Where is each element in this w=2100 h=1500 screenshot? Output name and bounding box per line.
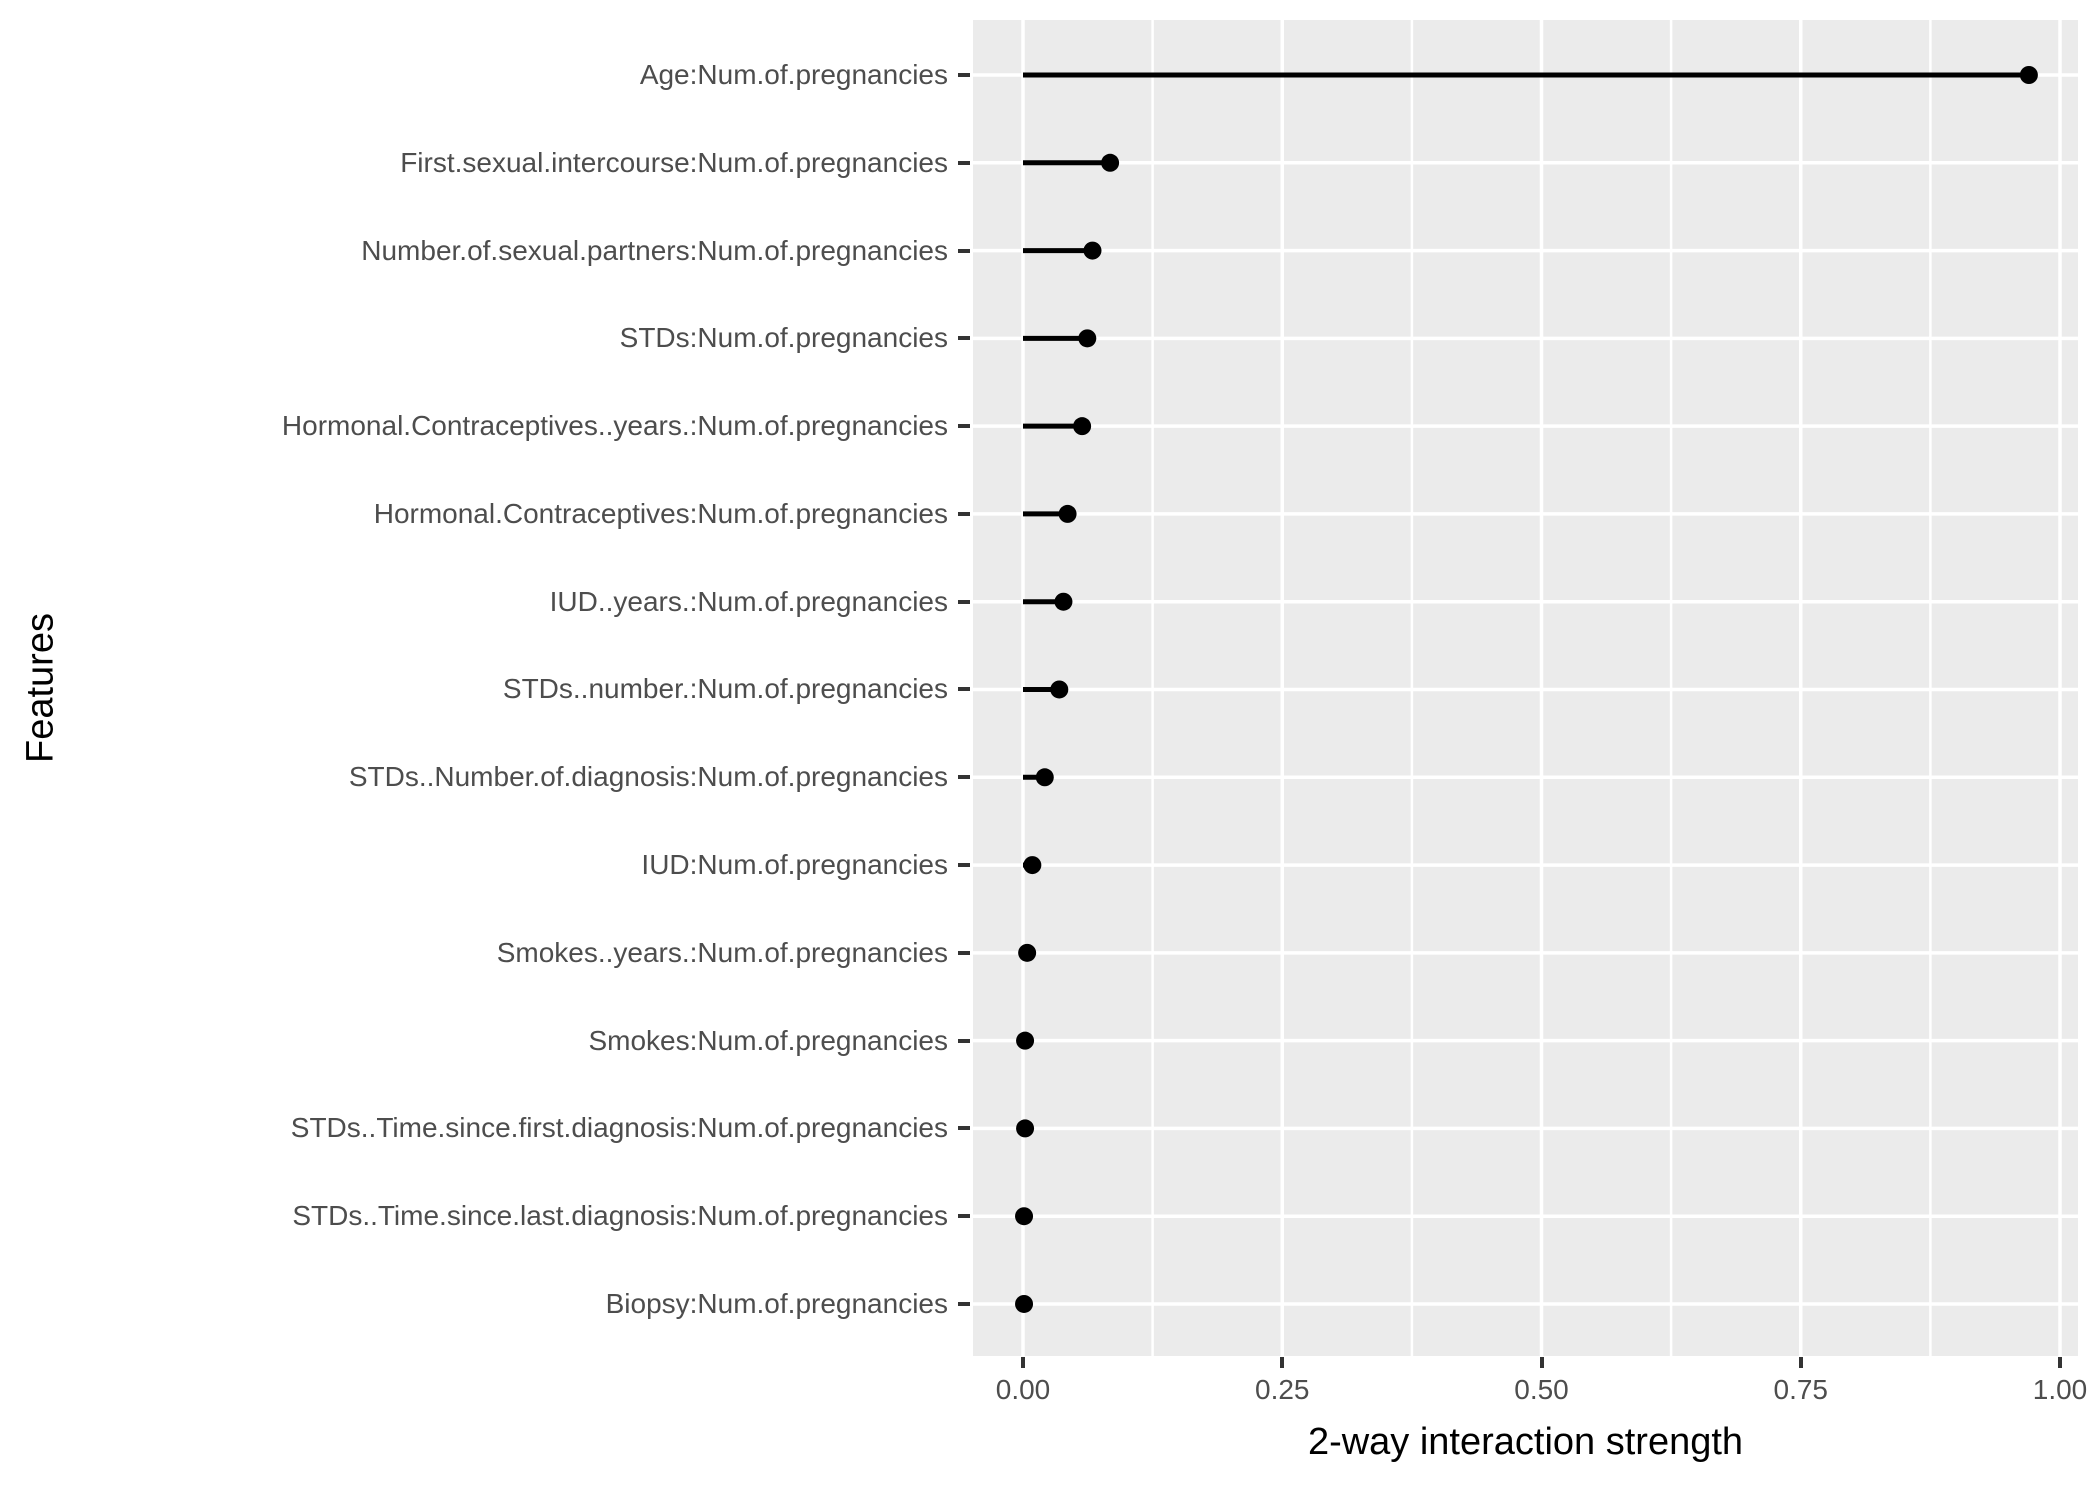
y-axis-label: Hormonal.Contraceptives..years.:Num.of.p…	[281, 410, 948, 442]
lollipop-point	[1101, 153, 1120, 172]
y-tick-mark	[958, 73, 970, 77]
y-axis-label: Age:Num.of.pregnancies	[639, 59, 948, 90]
y-tick-mark	[958, 950, 970, 955]
y-tick-mark	[958, 1038, 970, 1043]
y-tick-mark	[958, 863, 970, 868]
y-axis-label: STDs..Time.since.last.diagnosis:Num.of.p…	[292, 1200, 948, 1232]
x-axis-tick-label: 0.50	[1514, 1374, 1569, 1405]
x-axis-tick-label: 0.25	[1255, 1374, 1310, 1405]
lollipop-point	[1078, 329, 1097, 348]
lollipop-point	[1018, 943, 1037, 962]
y-axis-label: Number.of.sexual.partners:Num.of.pregnan…	[361, 234, 948, 266]
plot-panel	[973, 20, 2078, 1356]
y-tick-mark	[958, 160, 970, 165]
y-tick-mark	[958, 248, 970, 253]
lollipop-point	[1035, 768, 1054, 787]
y-axis-label: First.sexual.intercourse:Num.of.pregnanc…	[400, 146, 948, 178]
lollipop-point	[1015, 1207, 1034, 1226]
x-axis-title: 2-way interaction strength	[1307, 1421, 1744, 1463]
y-axis-label: STDs..Time.since.first.diagnosis:Num.of.…	[290, 1112, 948, 1144]
y-tick-mark	[958, 1301, 970, 1306]
x-axis-tick-label: 0.00	[995, 1374, 1051, 1405]
lollipop-point	[1058, 504, 1077, 523]
lollipop-point	[1054, 592, 1073, 611]
plot-canvas	[973, 20, 2078, 1356]
lollipop-point	[1016, 1119, 1035, 1138]
y-tick-mark	[958, 599, 970, 604]
x-tick-mark	[1798, 1357, 1803, 1368]
y-axis-label: STDs..number.:Num.of.pregnancies	[502, 673, 948, 705]
y-axis-label: Hormonal.Contraceptives:Num.of.pregnanci…	[373, 497, 948, 529]
lollipop-point	[1015, 1294, 1034, 1313]
y-tick-mark	[958, 1214, 970, 1219]
y-tick-mark	[958, 511, 970, 516]
y-tick-mark	[958, 336, 970, 341]
y-axis-label: Smokes:Num.of.pregnancies	[588, 1024, 948, 1056]
x-tick-mark	[1021, 1357, 1025, 1368]
y-axis-label: Smokes..years.:Num.of.pregnancies	[496, 936, 948, 968]
y-axis-label: IUD:Num.of.pregnancies	[641, 849, 948, 881]
y-axis-label: IUD..years.:Num.of.pregnancies	[549, 585, 948, 617]
x-tick-mark	[1280, 1357, 1285, 1368]
lollipop-point	[1023, 856, 1042, 875]
x-axis-tick-label: 1.00	[2032, 1374, 2088, 1405]
y-axis-label: STDs:Num.of.pregnancies	[619, 322, 948, 354]
y-tick-mark	[958, 775, 970, 780]
lollipop-point	[1083, 241, 1102, 260]
y-axis-label: Biopsy:Num.of.pregnancies	[605, 1287, 948, 1319]
x-axis-tick-label: 0.75	[1773, 1374, 1829, 1405]
x-tick-mark	[2058, 1357, 2062, 1368]
y-tick-mark	[958, 687, 970, 692]
lollipop-point	[2019, 66, 2038, 84]
lollipop-point	[1016, 1031, 1035, 1050]
y-tick-mark	[958, 424, 970, 429]
lollipop-point	[1050, 680, 1069, 699]
y-tick-mark	[958, 1126, 970, 1131]
y-axis-label: STDs..Number.of.diagnosis:Num.of.pregnan…	[348, 761, 948, 793]
lollipop-point	[1073, 417, 1092, 436]
x-tick-mark	[1539, 1357, 1544, 1368]
